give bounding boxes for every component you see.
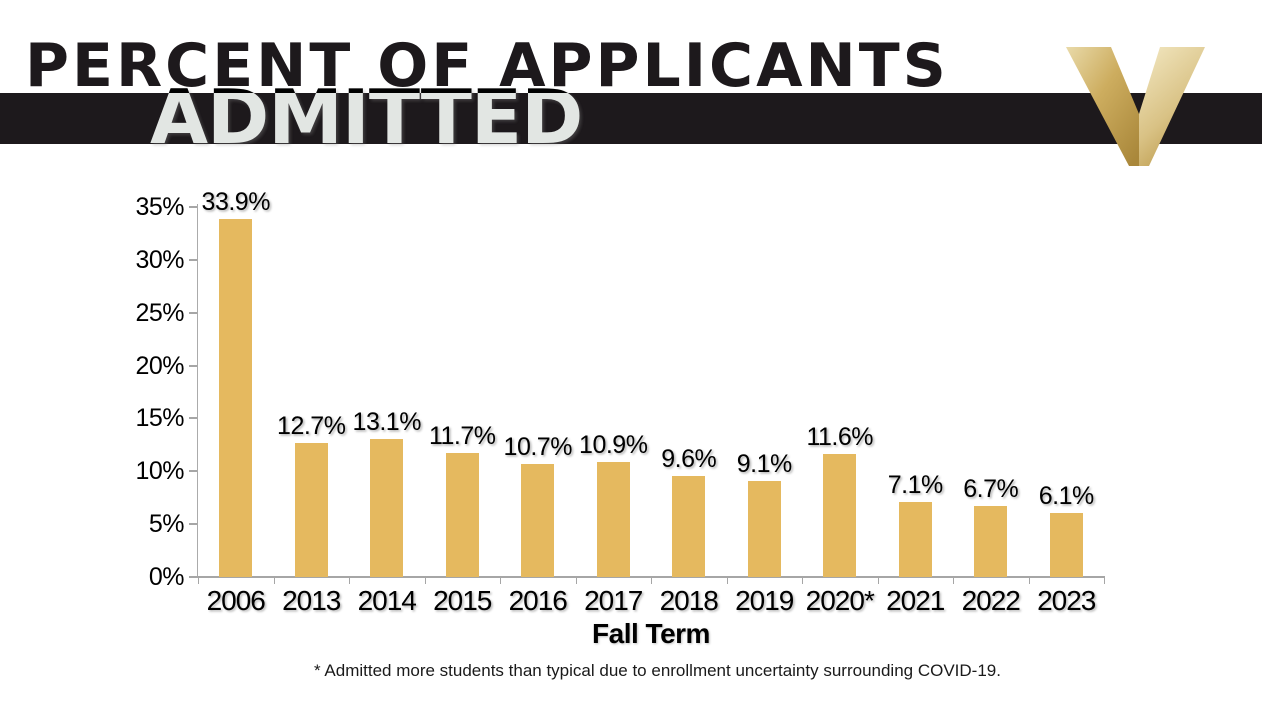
bar-value-label: 10.9% (579, 430, 648, 459)
x-axis-year-label: 2014 (357, 585, 417, 616)
bar-value-label: 11.7% (428, 422, 496, 451)
bar-2014 (370, 438, 404, 577)
y-axis-tick-label: 20% (135, 351, 184, 380)
y-axis-tick-label: 15% (135, 404, 184, 433)
bar-2018 (672, 475, 706, 577)
x-axis-tick (349, 577, 350, 584)
x-axis-year-label: 2018 (659, 585, 719, 616)
bar-2020 (823, 454, 857, 577)
y-axis-tick (189, 523, 197, 526)
bar-2023 (1049, 512, 1083, 577)
bar-value-label: 11.6% (806, 423, 874, 452)
x-axis-tick (575, 577, 577, 584)
bar-2006 (219, 218, 253, 577)
y-axis-tick (189, 258, 197, 261)
x-axis-year-label: 2020* (805, 585, 875, 616)
slide-title-line2: ADMITTED (150, 73, 583, 161)
x-axis-year-label: 2016 (508, 585, 568, 616)
y-axis-tick-label: 25% (135, 298, 184, 327)
y-axis-tick (189, 311, 197, 314)
y-axis-tick-label: 35% (135, 193, 184, 221)
x-axis-year-label: 2021 (886, 585, 945, 616)
bar-2019 (747, 480, 781, 577)
bar-value-label: 9.6% (661, 444, 717, 473)
bar-2016 (521, 463, 555, 577)
x-axis-tick (273, 577, 275, 584)
y-axis-tick-label: 0% (148, 563, 185, 591)
y-axis-line (197, 204, 198, 577)
bar-value-label: 10.7% (503, 432, 573, 461)
y-axis-tick-label: 30% (135, 245, 184, 274)
y-axis-tick (189, 470, 197, 473)
bar-value-label: 7.1% (887, 470, 943, 499)
x-axis-tick (802, 577, 803, 584)
x-axis-tick (198, 577, 199, 584)
x-axis-tick (424, 577, 426, 584)
x-axis-year-label: 2015 (433, 585, 492, 616)
x-axis-year-label: 2017 (584, 585, 643, 616)
slide-title-line1: PERCENT OF APPLICANTS (25, 31, 949, 101)
x-axis-year-label: 2019 (735, 585, 794, 616)
x-axis-year-label: 2006 (206, 585, 266, 616)
x-axis-tick (877, 577, 879, 584)
x-axis-tick (500, 577, 501, 584)
x-axis-tick (651, 577, 652, 584)
footnote-text: * Admitted more students than typical du… (314, 661, 1001, 680)
y-axis-tick-label: 10% (135, 457, 184, 486)
bar-value-label: 6.1% (1038, 481, 1094, 510)
header-band (0, 93, 1262, 144)
y-axis-tick (189, 576, 197, 578)
bar-2017 (596, 461, 630, 577)
v-left-arm (1066, 47, 1139, 166)
y-axis-tick (189, 206, 197, 208)
x-axis-year-label: 2013 (282, 585, 341, 616)
bar-2013 (294, 442, 328, 577)
bar-2022 (974, 506, 1008, 577)
x-axis-tick (953, 577, 954, 584)
bar-value-label: 12.7% (277, 411, 346, 440)
x-axis-title: Fall Term (592, 618, 710, 649)
bar-value-label: 33.9% (201, 187, 271, 216)
y-axis-tick-label: 5% (148, 510, 185, 539)
y-axis-tick (189, 417, 197, 420)
x-axis-tick (726, 577, 728, 584)
x-axis-year-label: 2022 (961, 585, 1021, 616)
bar-2015 (445, 453, 479, 577)
y-axis-tick (189, 364, 197, 367)
x-axis-tick (1104, 577, 1105, 584)
bar-value-label: 6.7% (963, 475, 1019, 504)
bar-value-label: 9.1% (736, 449, 792, 478)
bar-value-label: 13.1% (352, 407, 422, 436)
v-right-arm (1139, 47, 1205, 166)
x-axis-year-label: 2023 (1037, 585, 1096, 616)
x-axis-tick (1028, 577, 1030, 584)
vanderbilt-v-logo (1066, 47, 1205, 166)
bar-2021 (898, 501, 932, 577)
